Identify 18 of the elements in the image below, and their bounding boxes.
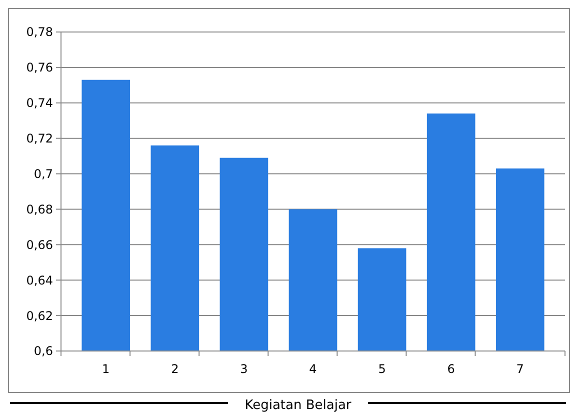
x-tick-label: 4 <box>309 362 317 376</box>
y-tick-label: 0,74 <box>26 96 53 110</box>
y-tick-label: 0,76 <box>26 60 53 75</box>
y-tick-label: 0,64 <box>26 273 53 288</box>
x-axis-title: Kegiatan Belajar <box>244 398 352 413</box>
y-tick-label: 0,68 <box>26 202 53 216</box>
y-tick-label: 0,66 <box>26 238 53 252</box>
x-tick-label: 2 <box>171 362 179 376</box>
x-tick-label: 3 <box>240 362 248 376</box>
x-tick-label: 5 <box>378 362 386 376</box>
x-tick-label: 6 <box>447 362 455 376</box>
y-tick-label: 0,62 <box>26 308 53 323</box>
y-tick-label: 0,78 <box>26 25 53 40</box>
y-tick-label: 0,7 <box>34 166 53 181</box>
x-tick-label: 1 <box>102 362 110 376</box>
y-tick-label: 0,72 <box>26 132 53 146</box>
x-tick-label: 7 <box>516 362 524 376</box>
y-tick-label: 0,6 <box>34 344 53 358</box>
